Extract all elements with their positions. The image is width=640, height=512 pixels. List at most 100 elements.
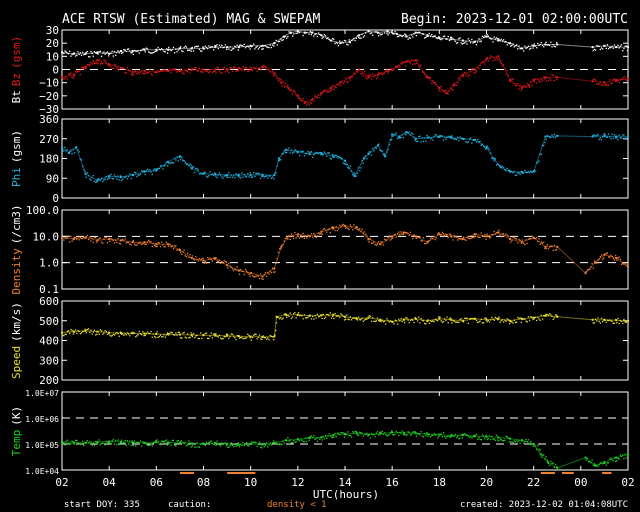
series-dot-bt_bz-1 — [255, 68, 257, 70]
series-dot-phi-0 — [598, 138, 600, 141]
series-dot-bt_bz-0 — [488, 37, 491, 39]
series-dot-temp-0 — [136, 441, 138, 444]
series-dot-phi-0 — [554, 136, 557, 139]
series-dot-bt_bz-1 — [449, 87, 452, 89]
series-dot-density-0 — [525, 239, 527, 241]
series-dot-phi-0 — [622, 134, 624, 136]
series-dot-bt_bz-1 — [269, 71, 271, 73]
series-dot-phi-0 — [229, 176, 231, 178]
series-dot-speed-0 — [498, 316, 500, 318]
series-dot-phi-0 — [508, 169, 511, 171]
series-dot-speed-0 — [367, 316, 369, 319]
series-dot-bt_bz-1 — [407, 59, 409, 61]
series-dot-phi-0 — [543, 144, 545, 147]
series-dot-density-0 — [306, 237, 308, 239]
series-dot-bt_bz-1 — [329, 90, 331, 92]
series-dot-bt_bz-1 — [402, 61, 405, 64]
series-dot-phi-0 — [477, 138, 479, 141]
series-dot-speed-0 — [327, 313, 329, 316]
series-dot-phi-0 — [166, 165, 169, 167]
data-point-temp-0-0 — [61, 440, 63, 443]
series-dot-phi-0 — [245, 176, 248, 178]
series-dot-speed-0 — [394, 319, 396, 321]
series-dot-bt_bz-1 — [229, 66, 231, 69]
series-dot-density-0 — [471, 237, 473, 239]
series-dot-speed-0 — [413, 321, 415, 324]
series-dot-bt_bz-1 — [70, 72, 72, 74]
series-dot-speed-0 — [229, 335, 231, 338]
series-dot-phi-0 — [374, 146, 376, 148]
series-dot-phi-0 — [390, 139, 393, 141]
data-point-bt_bz-1-7 — [143, 69, 146, 72]
series-dot-phi-0 — [182, 159, 184, 162]
series-dot-bt_bz-0 — [411, 34, 413, 36]
series-dot-temp-0 — [203, 443, 205, 445]
series-dot-phi-0 — [472, 139, 474, 141]
series-dot-speed-0 — [334, 312, 336, 315]
series-dot-phi-0 — [294, 149, 296, 151]
series-dot-density-0 — [82, 237, 84, 240]
series-dot-phi-0 — [395, 132, 398, 134]
series-dot-temp-0 — [202, 442, 204, 444]
series-dot-density-0 — [178, 248, 181, 250]
series-dot-density-0 — [346, 226, 348, 229]
series-dot-density-0 — [500, 236, 502, 238]
series-dot-bt_bz-1 — [452, 89, 454, 91]
series-dot-speed-0 — [98, 333, 100, 335]
series-dot-phi-0 — [150, 171, 152, 173]
series-dot-phi-0 — [240, 177, 242, 179]
series-dot-bt_bz-0 — [258, 46, 261, 49]
series-dot-bt_bz-0 — [316, 35, 318, 38]
series-dot-bt_bz-0 — [333, 38, 335, 40]
series-dot-speed-0 — [257, 336, 260, 338]
series-dot-density-0 — [297, 235, 300, 238]
y-axis-label-part-phi-1: (gsm) — [10, 130, 23, 163]
series-dot-speed-0 — [400, 318, 402, 320]
series-dot-speed-0 — [165, 334, 168, 336]
series-dot-bt_bz-0 — [612, 47, 614, 49]
series-dot-speed-0 — [333, 317, 335, 320]
series-dot-bt_bz-1 — [433, 81, 435, 84]
series-dot-phi-0 — [120, 179, 123, 182]
series-dot-bt_bz-1 — [396, 66, 399, 68]
series-dot-density-0 — [623, 263, 625, 265]
series-dot-phi-0 — [232, 175, 235, 177]
series-dot-speed-0 — [291, 316, 294, 318]
series-dot-bt_bz-1 — [492, 59, 494, 62]
series-dot-phi-0 — [455, 138, 458, 141]
series-dot-density-0 — [291, 235, 294, 237]
series-dot-speed-0 — [596, 320, 598, 322]
series-dot-bt_bz-0 — [478, 38, 480, 40]
series-dot-bt_bz-1 — [69, 73, 71, 75]
series-dot-bt_bz-0 — [451, 36, 453, 39]
y-tick-label-temp-1: 1.0E+06 — [25, 415, 59, 424]
series-dot-density-0 — [405, 231, 407, 234]
series-dot-speed-0 — [157, 336, 159, 339]
series-dot-density-0 — [274, 271, 276, 273]
series-dot-speed-0 — [262, 335, 264, 337]
series-dot-temp-0 — [271, 442, 274, 444]
data-point-temp-0-27 — [379, 432, 382, 435]
series-dot-temp-0 — [623, 457, 625, 460]
series-dot-speed-0 — [129, 335, 131, 337]
series-dot-density-0 — [515, 238, 518, 240]
series-dot-temp-0 — [360, 432, 362, 434]
x-tick-label-4: 10 — [244, 476, 257, 489]
series-dot-bt_bz-0 — [79, 52, 81, 54]
data-point-bt_bz-0-35 — [426, 34, 429, 37]
series-dot-bt_bz-0 — [104, 53, 106, 55]
series-dot-bt_bz-1 — [451, 88, 453, 91]
series-dot-bt_bz-0 — [194, 46, 196, 48]
series-dot-bt_bz-0 — [435, 37, 438, 39]
data-point-density-0-40 — [520, 241, 523, 244]
series-dot-temp-0 — [188, 440, 190, 442]
series-dot-temp-0 — [207, 443, 209, 445]
series-dot-temp-0 — [316, 440, 318, 442]
series-dot-speed-0 — [277, 316, 280, 319]
series-dot-temp-0 — [500, 439, 502, 441]
series-dot-density-0 — [130, 244, 132, 246]
series-dot-bt_bz-0 — [552, 44, 554, 46]
series-dot-bt_bz-1 — [113, 64, 116, 66]
series-dot-density-0 — [501, 233, 504, 235]
